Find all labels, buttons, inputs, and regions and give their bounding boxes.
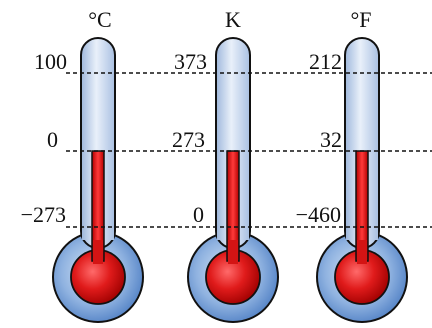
labels: °C 100 0 −273 K 373 273 0 °F 212 32 −460 xyxy=(21,7,372,227)
scale-label: 273 xyxy=(172,127,205,152)
thermometers xyxy=(53,38,407,322)
unit-label: °F xyxy=(350,7,371,32)
thermometer xyxy=(188,38,278,322)
unit-label: °C xyxy=(88,7,111,32)
scale-label: 32 xyxy=(320,127,342,152)
column-join xyxy=(93,240,103,264)
scale-label: 100 xyxy=(34,49,67,74)
thermometer xyxy=(53,38,143,322)
scale-label: −273 xyxy=(21,202,66,227)
column-join xyxy=(228,240,238,264)
scale-label: 212 xyxy=(309,49,342,74)
scale-label: 0 xyxy=(193,202,204,227)
scale-label: −460 xyxy=(296,202,341,227)
thermometer-diagram: °C 100 0 −273 K 373 273 0 °F 212 32 −460 xyxy=(0,0,432,328)
thermometer xyxy=(317,38,407,322)
unit-label: K xyxy=(225,7,241,32)
scale-label: 0 xyxy=(47,127,58,152)
column-join xyxy=(357,240,367,264)
scale-label: 373 xyxy=(174,49,207,74)
